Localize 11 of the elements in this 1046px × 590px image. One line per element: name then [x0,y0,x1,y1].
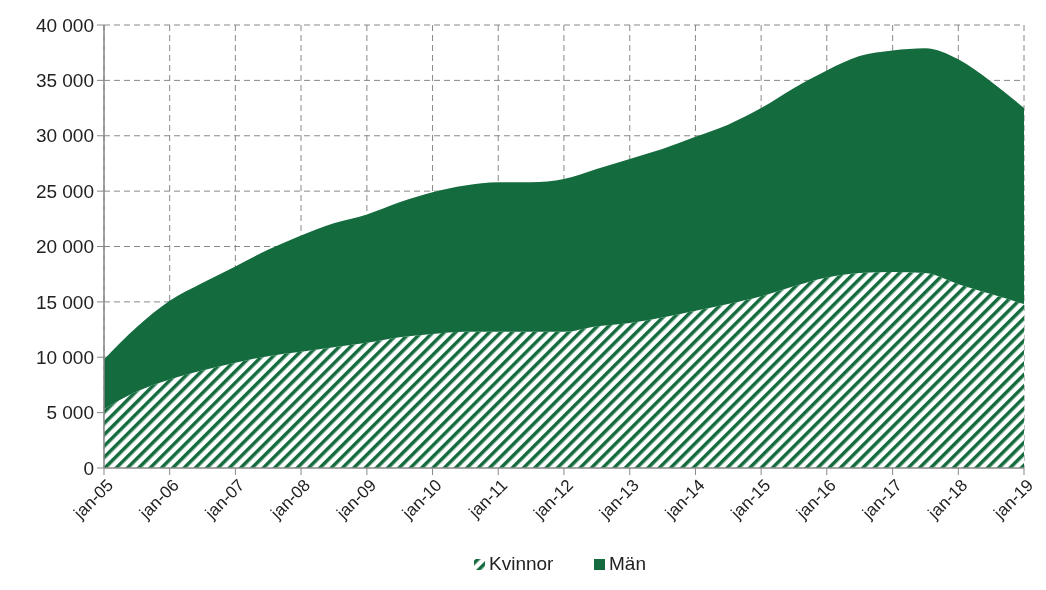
y-tick-label: 20 000 [35,236,94,258]
y-tick-label: 35 000 [35,70,94,92]
y-tick-label: 5 000 [46,402,94,424]
y-tick-label: 25 000 [35,180,94,202]
legend-label: Män [609,553,646,574]
legend-label: Kvinnor [489,553,555,574]
y-tick-label: 15 000 [35,291,94,313]
y-tick-label: 10 000 [35,346,94,368]
y-tick-label: 40 000 [35,14,94,36]
y-tick-label: 0 [83,457,94,479]
y-tick-label: 30 000 [35,125,94,147]
